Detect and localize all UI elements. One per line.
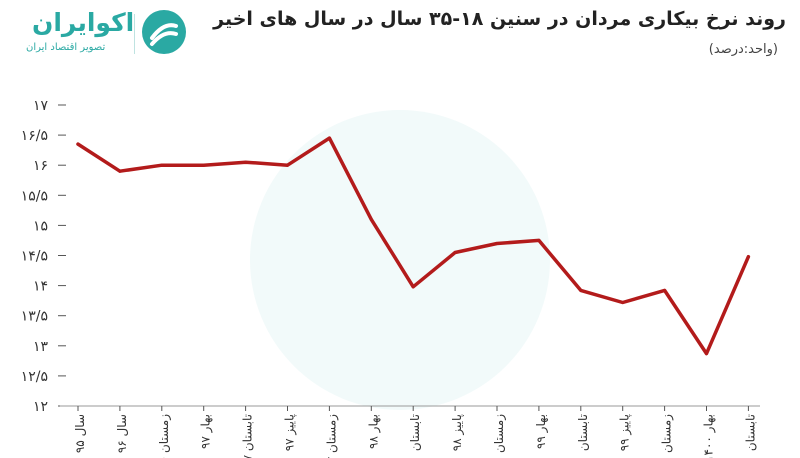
data-point — [76, 142, 80, 146]
data-point — [118, 169, 122, 173]
data-point — [746, 255, 750, 259]
x-tick-label: تابستان — [743, 414, 757, 451]
data-point — [411, 285, 415, 289]
x-tick-label: زمستان — [492, 414, 507, 453]
x-tick-label: پاییز ۹۹ — [618, 414, 633, 451]
data-point — [453, 251, 457, 254]
x-tick-label: بهار ۹۷ — [199, 414, 214, 449]
y-tick-label: ۱۳ — [33, 339, 49, 355]
y-tick-label: ۱۲ — [33, 399, 48, 415]
x-axis: سال ۹۵ سال ۹۶ زمستان ۹۶ بهار ۹۷ تابستان ۹۷ پا… — [60, 405, 760, 458]
x-tick-label: تابستان — [576, 414, 590, 451]
logo-tagline: تصویر اقتصاد ایران — [26, 42, 106, 53]
brand-logo: اکوایران تصویر اقتصاد ایران — [12, 6, 242, 62]
x-tick-label: تابستان ۹۷ — [241, 414, 255, 458]
y-tick-label: ۱۷ — [33, 98, 49, 114]
y-tick-label: ۱۴ — [33, 279, 48, 295]
x-tick-label: زمستان — [660, 414, 675, 453]
y-tick-label: ۱۵/۵ — [21, 188, 48, 204]
x-tick-label: زمستان ۹۶ — [157, 414, 172, 458]
x-tick-label: سال ۹۵ — [73, 414, 87, 453]
x-tick-label: سال ۹۶ — [115, 414, 129, 453]
data-point — [286, 163, 289, 167]
logo-name: اکوایران — [32, 8, 135, 37]
series-layer — [76, 136, 751, 356]
chart-header: روند نرخ بیکاری مردان در سنین ۱۸-۳۵ سال … — [0, 0, 800, 80]
y-tick-label: ۱۲/۵ — [21, 369, 48, 385]
logo-separator — [134, 14, 135, 54]
watermark — [250, 110, 550, 410]
x-tick-label: بهار ۹۹ — [534, 414, 549, 449]
data-point — [160, 163, 164, 167]
data-point — [244, 160, 248, 164]
x-tick-label: بهار ۱۴۰۰ — [702, 414, 717, 458]
x-tick-label: بهار ۹۸ — [366, 414, 381, 449]
chart-title: روند نرخ بیکاری مردان در سنین ۱۸-۳۵ سال … — [213, 8, 786, 30]
y-tick-label: ۱۶ — [33, 158, 48, 174]
x-tick-label: پاییز ۹۸ — [450, 414, 465, 451]
data-point — [579, 288, 583, 292]
data-point — [327, 136, 331, 140]
x-tick-label: تابستان — [408, 414, 422, 451]
x-tick-label: زمستان ۹۷ — [324, 414, 339, 458]
y-tick-label: ۱۴/۵ — [21, 249, 48, 265]
data-point — [663, 288, 667, 292]
data-point — [537, 238, 541, 242]
data-point — [495, 242, 499, 245]
x-tick-label: پاییز ۹۷ — [283, 414, 298, 451]
chart-unit: (واحد:درصد) — [708, 42, 778, 57]
data-point — [621, 301, 625, 304]
y-tick-label: ۱۶/۵ — [21, 128, 48, 144]
y-tick-label: ۱۵ — [33, 218, 48, 234]
data-point — [705, 352, 708, 356]
data-point — [202, 163, 206, 167]
y-tick-label: ۱۳/۵ — [21, 309, 48, 325]
data-point — [369, 217, 373, 221]
logo-mark-icon — [142, 10, 186, 54]
y-axis: ۱۲ ۱۲/۵ ۱۳ ۱۳/۵ ۱۴ ۱۴/۵ ۱۵ ۱۵/۵ ۱۶ ۱۶/۵ ۱۷ — [21, 98, 66, 415]
